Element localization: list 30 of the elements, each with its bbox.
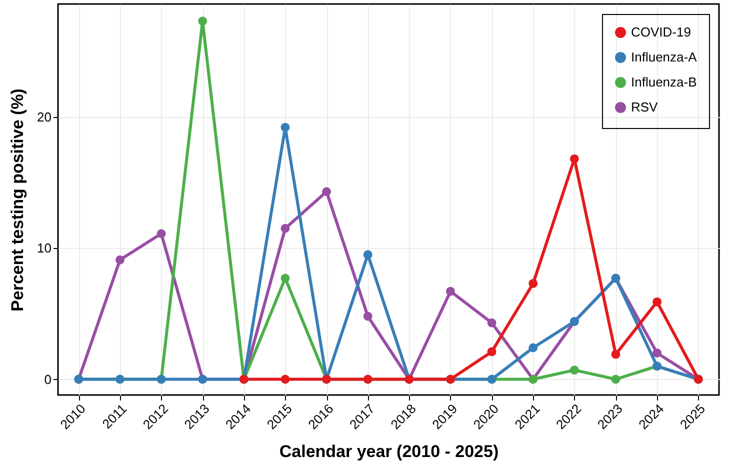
- point: [487, 347, 496, 356]
- point: [156, 229, 166, 238]
- point: [611, 350, 620, 359]
- point: [570, 366, 579, 375]
- legend-label: Influenza-B: [631, 74, 697, 90]
- point: [570, 154, 579, 164]
- point: [611, 374, 620, 384]
- y-axis-title: Percent testing positive (%): [8, 88, 28, 312]
- point: [198, 16, 208, 26]
- point: [115, 255, 124, 264]
- point: [280, 224, 290, 233]
- x-axis-title: Calendar year (2010 - 2025): [279, 442, 499, 462]
- point: [363, 312, 372, 321]
- legend-label: Influenza-A: [631, 50, 698, 64]
- y-tick-label: 10: [37, 240, 52, 256]
- point: [652, 348, 662, 358]
- point: [652, 297, 662, 306]
- legend-label: RSV: [631, 100, 658, 114]
- point: [280, 274, 290, 283]
- y-tick-label: 20: [37, 109, 52, 124]
- point: [322, 187, 332, 196]
- y-tick-label: 0: [44, 372, 52, 387]
- point: [487, 318, 496, 328]
- point: [280, 374, 290, 384]
- point: [363, 250, 372, 260]
- point: [280, 122, 290, 132]
- point: [446, 286, 455, 296]
- point: [528, 343, 538, 352]
- point: [528, 279, 538, 288]
- legend-label: COVID-19: [631, 24, 691, 40]
